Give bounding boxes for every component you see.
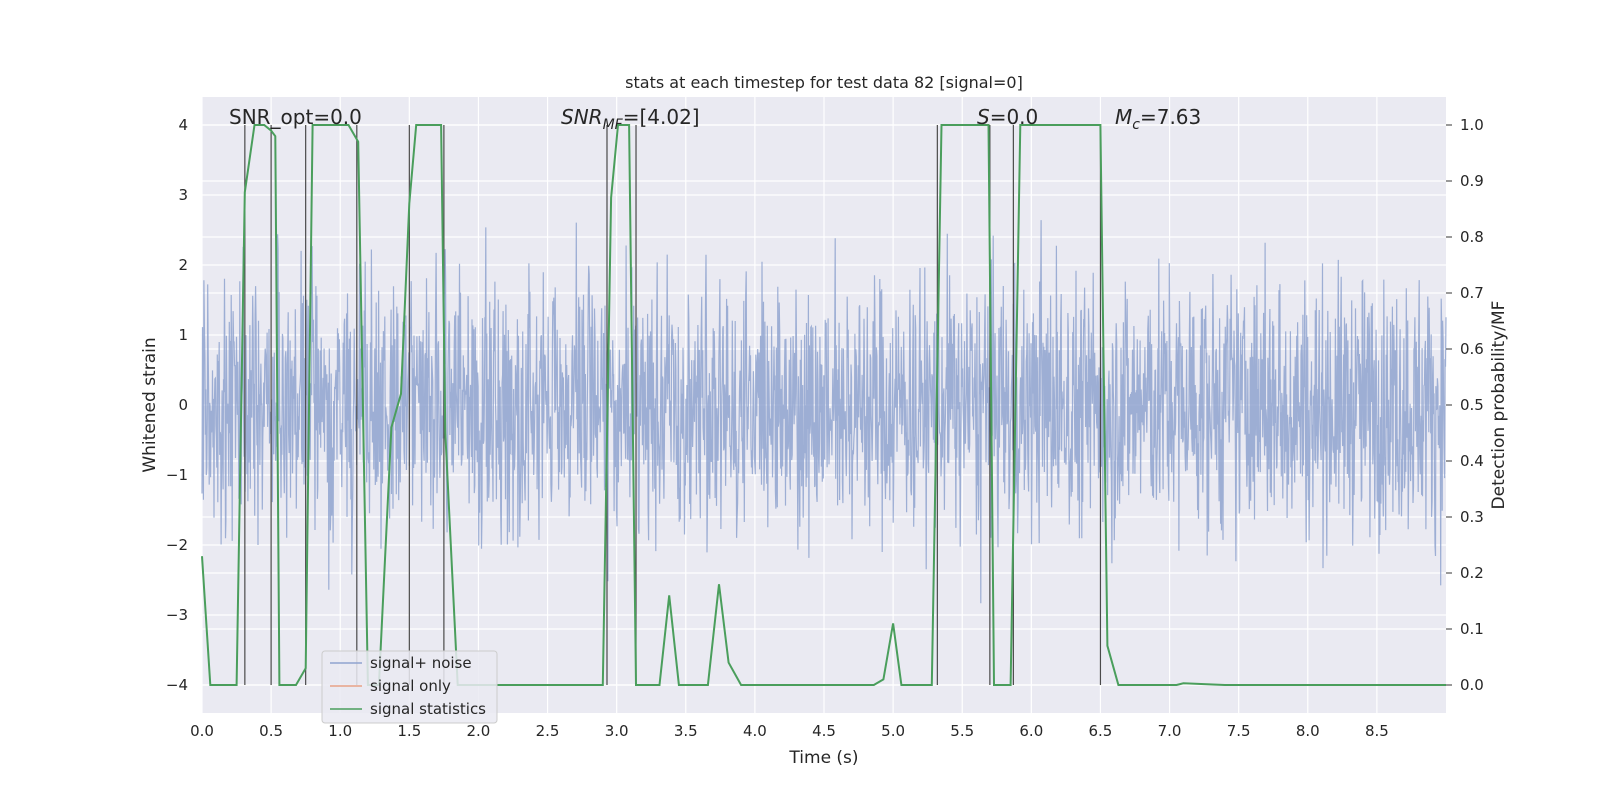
annotation-mc: Mc=7.63 [1115, 105, 1201, 133]
y-right-tick-label: 0.9 [1460, 172, 1484, 190]
mc-subscript: c [1132, 117, 1140, 133]
x-tick-label: 5.5 [950, 722, 974, 740]
y-left-tick-label: −1 [166, 466, 188, 484]
series-signal-statistics [201, 124, 1446, 686]
x-tick-label: 2.0 [467, 722, 491, 740]
y-left-tick-label: −2 [166, 536, 188, 554]
y-right-tick-label: 0.4 [1460, 452, 1484, 470]
snr-mf-symbol: SNR [561, 105, 603, 129]
y-right-tick-label: 0.6 [1460, 340, 1484, 358]
s-value: =0.0 [990, 105, 1039, 129]
legend-box [321, 650, 498, 724]
legend: signal+ noise signal only signal statist… [321, 650, 498, 724]
y-left-tick-label: 3 [178, 186, 188, 204]
y-right-tick-label: 0.5 [1460, 396, 1484, 414]
y-right-tick-label: 0.0 [1460, 676, 1484, 694]
x-tick-label: 3.5 [674, 722, 698, 740]
x-tick-label: 7.0 [1158, 722, 1182, 740]
tick-labels: 0.0 0.5 1.0 1.5 2.0 2.5 3.0 3.5 4.0 4.5 5.0 5.5 6.0 6… [166, 116, 1484, 740]
x-tick-label: 4.5 [812, 722, 836, 740]
snr-mf-subscript: MF [603, 117, 624, 133]
mc-symbol: M [1115, 105, 1132, 129]
legend-label-signal-noise: signal+ noise [370, 654, 472, 672]
x-tick-label: 1.5 [397, 722, 421, 740]
y-axis-right-label: Detection probability/MF [1489, 301, 1509, 510]
annotation-snr-opt: SNR_opt=0.0 [229, 105, 362, 129]
y-axis-left-label: Whitened strain [140, 337, 160, 472]
snr-mf-value: =[4.02] [623, 105, 700, 129]
x-tick-label: 8.0 [1296, 722, 1320, 740]
x-tick-label: 5.0 [881, 722, 905, 740]
y-left-tick-label: 0 [178, 396, 188, 414]
y-right-tick-label: 0.7 [1460, 284, 1484, 302]
y-left-tick-label: −4 [166, 676, 188, 694]
x-axis-label: Time (s) [788, 748, 858, 768]
y-right-tick-label: 0.3 [1460, 508, 1484, 526]
y-right-tick-label: 0.2 [1460, 564, 1484, 582]
statistics-line [201, 124, 1446, 686]
s-symbol: S [977, 105, 990, 129]
annotation-s: S=0.0 [977, 105, 1038, 129]
x-tick-label: 6.5 [1089, 722, 1113, 740]
x-tick-label: 7.5 [1227, 722, 1251, 740]
y-left-tick-label: 2 [178, 256, 188, 274]
x-tick-label: 2.5 [536, 722, 560, 740]
legend-label-signal-statistics: signal statistics [370, 700, 486, 718]
mc-value: =7.63 [1140, 105, 1201, 129]
y-right-tick-label: 0.8 [1460, 228, 1484, 246]
x-tick-label: 6.0 [1019, 722, 1043, 740]
x-tick-label: 0.5 [259, 722, 283, 740]
y-left-tick-label: −3 [166, 606, 188, 624]
y-left-tick-label: 4 [178, 116, 188, 134]
x-tick-label: 8.5 [1365, 722, 1389, 740]
y-left-tick-label: 1 [178, 326, 188, 344]
y-right-tick-label: 1.0 [1460, 116, 1484, 134]
x-tick-label: 1.0 [328, 722, 352, 740]
legend-label-signal-only: signal only [370, 677, 451, 695]
chart-title: stats at each timestep for test data 82 … [625, 73, 1023, 92]
annotation-snr-mf: SNRMF=[4.02] [561, 105, 700, 133]
y-right-tick-label: 0.1 [1460, 620, 1484, 638]
x-tick-label: 3.0 [605, 722, 629, 740]
x-tick-label: 4.0 [743, 722, 767, 740]
x-tick-label: 0.0 [190, 722, 214, 740]
